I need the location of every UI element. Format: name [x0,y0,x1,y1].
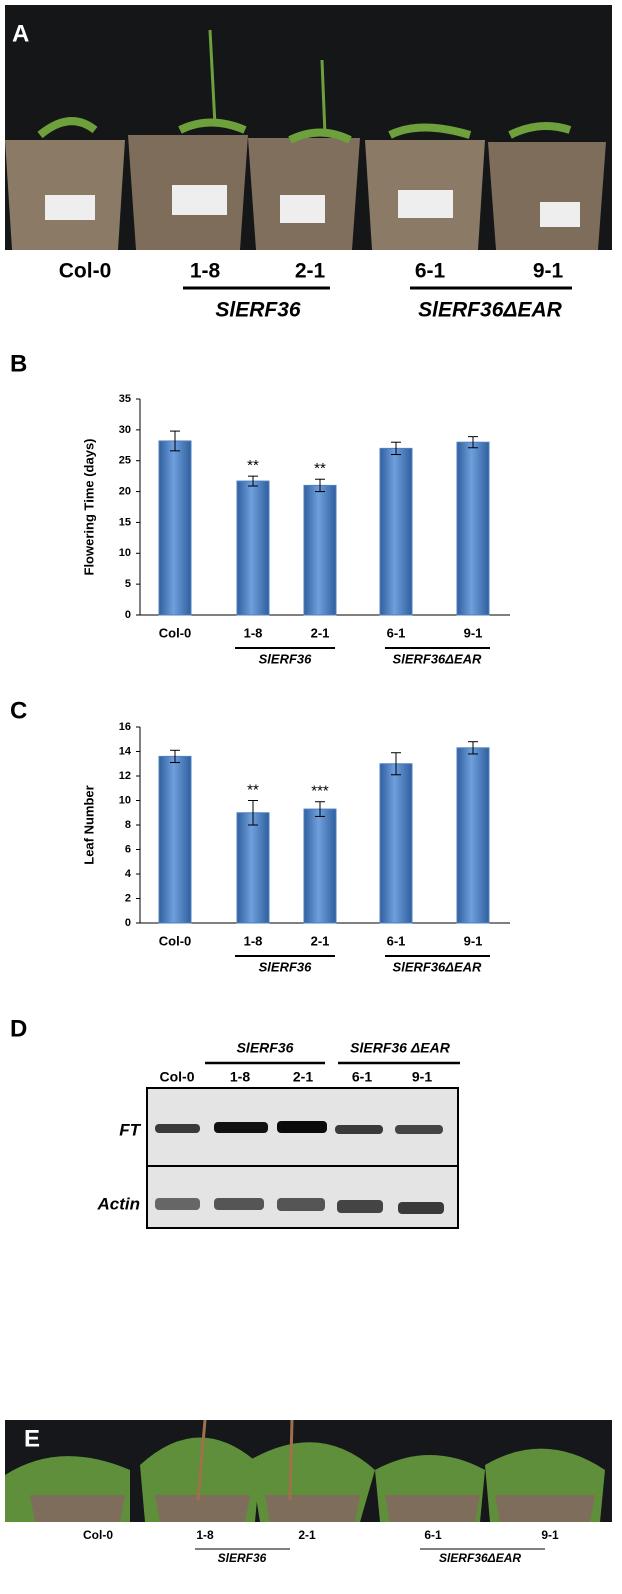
x-tick-label: Col-0 [159,933,192,948]
lane-label: 9-1 [541,1528,559,1542]
group-label: SlERF36 [237,1040,294,1056]
y-tick-label: 0 [125,609,131,621]
panel-letter: E [24,1425,40,1452]
lane-label: 6-1 [415,260,446,283]
lane-label: 9-1 [412,1069,432,1085]
gel [147,1088,458,1228]
lane-label: 9-1 [533,260,564,283]
lane-label: 2-1 [293,1069,313,1085]
y-tick-label: 2 [125,892,131,904]
figure: A Col-01-82-16-19-1SlERF36SlERF36ΔEAR D … [0,0,622,1594]
group-label: SlERF36 [218,1551,267,1565]
x-tick-label: 2-1 [311,933,330,948]
bar [457,748,489,923]
y-tick-label: 16 [119,721,131,733]
x-tick-label: Col-0 [159,625,192,640]
bar [304,485,336,615]
y-tick-label: 4 [125,868,132,880]
y-tick-label: 14 [119,745,132,757]
y-tick-label: 6 [125,843,131,855]
lane-label: 6-1 [424,1528,442,1542]
row-label: FT [119,1120,141,1139]
lane-label: Col-0 [59,260,112,283]
y-tick-label: 35 [119,393,131,405]
y-tick-label: 5 [125,578,131,590]
y-tick-label: 0 [125,917,131,929]
row-label: Actin [97,1194,141,1213]
significance: ** [247,457,259,474]
x-tick-label: 1-8 [244,625,263,640]
y-tick-label: 10 [119,547,131,559]
bar [380,764,412,923]
y-tick-label: 8 [125,819,131,831]
y-tick-label: 15 [119,516,131,528]
x-tick-label: 2-1 [311,625,330,640]
group-label: SlERF36 [215,299,301,322]
y-tick-label: 25 [119,455,131,467]
x-tick-label: 9-1 [464,625,483,640]
bar [237,813,269,923]
photo-e [5,1420,612,1522]
x-tick-label: 1-8 [244,933,263,948]
lane-label: 1-8 [196,1528,214,1542]
lane-label: 6-1 [352,1069,372,1085]
bar [380,448,412,615]
lane-label: 2-1 [295,260,326,283]
y-tick-label: 10 [119,794,131,806]
y-axis-label: Leaf Number [81,785,96,864]
panel-letter: A [12,20,29,47]
panel-letter: B [10,350,27,377]
group-label: SlERF36 [259,959,313,974]
group-label: SlERF36ΔEAR [393,651,483,666]
x-tick-label: 6-1 [387,625,406,640]
x-tick-label: 9-1 [464,933,483,948]
panel-letter: D [10,1015,27,1042]
bar [159,756,191,923]
group-label: SlERF36ΔEAR [393,959,483,974]
y-axis-label: Flowering Time (days) [81,438,96,575]
group-label: SlERF36ΔEAR [439,1551,521,1565]
bar [457,442,489,615]
group-label: SlERF36 [259,651,313,666]
photo-a [5,5,612,250]
bar [304,809,336,923]
lane-label: Col-0 [160,1069,195,1085]
panel-a-labels: Col-0 1-8 2-1 6-1 9-1 SlERF36 SlERF36ΔEAR [59,260,572,322]
panel-e-labels: Col-0 1-8 2-1 6-1 9-1 SlERF36 SlERF36ΔEAR [83,1528,559,1565]
significance: ** [314,460,326,477]
y-tick-label: 30 [119,424,131,436]
lane-label: 2-1 [298,1528,316,1542]
group-label: SlERF36ΔEAR [418,299,562,322]
bar [159,441,191,615]
significance: ** [247,781,259,798]
lane-label: Col-0 [83,1528,113,1542]
group-label: SlERF36 ΔEAR [350,1040,451,1056]
y-tick-label: 12 [119,770,131,782]
bar [237,481,269,615]
lane-label: 1-8 [190,260,221,283]
panel-letter: C [10,697,27,724]
y-tick-label: 20 [119,485,131,497]
x-tick-label: 6-1 [387,933,406,948]
lane-label: 1-8 [230,1069,250,1085]
significance: *** [311,783,329,800]
